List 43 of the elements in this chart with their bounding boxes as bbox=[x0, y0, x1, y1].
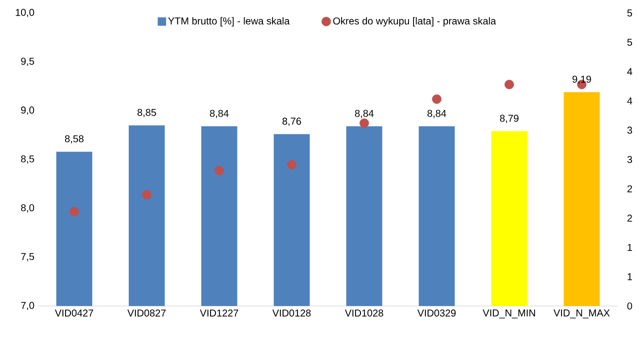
x-tick-label: VID1227 bbox=[200, 310, 238, 316]
y-tick-label: 9,5 bbox=[21, 58, 34, 66]
y2-tick-label: 0 bbox=[627, 302, 632, 310]
y-tick-label: 8,5 bbox=[21, 155, 34, 164]
y2-tick-label: 1 bbox=[628, 273, 632, 280]
data-label: 8,85 bbox=[137, 108, 156, 118]
x-tick-label: VID0427 bbox=[54, 310, 94, 317]
y2-tick-label: 4 bbox=[627, 68, 632, 76]
legend-label: Okres do wykupu [lata] - prawa skala bbox=[333, 17, 496, 26]
y2-tick-label: 3 bbox=[627, 156, 632, 164]
y2-tick-label: 5 bbox=[627, 10, 632, 16]
x-tick-label: VID0827 bbox=[127, 310, 166, 317]
point bbox=[214, 166, 224, 176]
data-label: 8,79 bbox=[500, 114, 518, 123]
point bbox=[432, 94, 442, 104]
y2-tick-label: 2 bbox=[627, 185, 632, 192]
point bbox=[287, 160, 296, 170]
point bbox=[360, 118, 369, 128]
x-tick-label: VID_N_MIN bbox=[482, 310, 536, 318]
point bbox=[70, 206, 79, 216]
y-tick-label: 7,0 bbox=[21, 302, 34, 310]
legend-label: YTM brutto [%] - lewa skala bbox=[168, 17, 290, 26]
data-label: 9,19 bbox=[572, 76, 591, 84]
y2-tick-label: 1 bbox=[628, 244, 632, 251]
x-tick-label: VID0128 bbox=[272, 310, 311, 317]
y-tick-label: 7,5 bbox=[21, 253, 34, 262]
data-label: 8,58 bbox=[64, 135, 84, 144]
y2-tick-label: 4 bbox=[627, 97, 632, 104]
data-label: 8,84 bbox=[210, 110, 229, 118]
x-tick-label: VID0329 bbox=[417, 310, 456, 317]
y-tick-label: 9,0 bbox=[21, 106, 34, 115]
data-label: 8,76 bbox=[282, 118, 302, 126]
y2-tick-label: 5 bbox=[627, 38, 632, 46]
point bbox=[504, 80, 514, 90]
data-label: 8,84 bbox=[427, 110, 446, 118]
data-label: 8,84 bbox=[354, 110, 374, 118]
y-tick-label: 10,0 bbox=[16, 8, 34, 18]
x-tick-label: VID1028 bbox=[344, 310, 384, 317]
y-tick-label: 8,0 bbox=[21, 204, 34, 212]
x-tick-label: VID_N_MAX bbox=[554, 310, 610, 318]
y2-tick-label: 3 bbox=[627, 126, 632, 134]
y2-tick-label: 2 bbox=[627, 214, 632, 222]
point bbox=[142, 190, 152, 200]
